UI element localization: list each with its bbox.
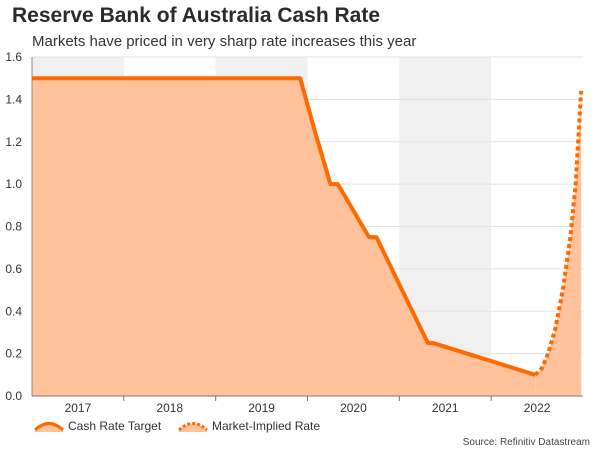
y-tick-label-0.6: 0.6 (5, 262, 22, 276)
x-tick-label-2021: 2021 (432, 401, 459, 415)
legend-label-cash-rate-target: Cash Rate Target (68, 419, 162, 433)
legend-swatch-dotted (178, 422, 208, 432)
x-tick-label-2022: 2022 (524, 401, 551, 415)
x-tick-label-2020: 2020 (340, 401, 367, 415)
legend-item-cash-rate-target: Cash Rate Target (34, 417, 161, 435)
area-fill-1 (535, 90, 582, 397)
y-tick-label-0.2: 0.2 (5, 347, 22, 361)
x-tick-label-2018: 2018 (156, 401, 183, 415)
legend-item-market-implied-rate: Market-Implied Rate (178, 417, 320, 435)
y-tick-label-0.4: 0.4 (5, 304, 22, 318)
x-tick-label-2017: 2017 (65, 401, 92, 415)
source-note: Source: Refinitiv Datastream (462, 437, 590, 448)
y-tick-label-0.8: 0.8 (5, 220, 22, 234)
legend-label-market-implied-rate: Market-Implied Rate (212, 419, 321, 433)
y-tick-label-1.6: 1.6 (5, 50, 22, 64)
area-fill-0 (32, 78, 536, 396)
series-line-1 (533, 90, 584, 377)
y-tick-label-1.0: 1.0 (5, 177, 22, 191)
chart-subtitle: Markets have priced in very sharp rate i… (32, 33, 417, 50)
y-tick-label-1.4: 1.4 (5, 92, 22, 106)
series-lines (32, 76, 584, 377)
chart-title: Reserve Bank of Australia Cash Rate (12, 4, 381, 27)
x-tick-label-2019: 2019 (248, 401, 275, 415)
area-fills (32, 78, 582, 397)
y-tick-label-0.0: 0.0 (5, 389, 22, 403)
series-line-0 (32, 76, 536, 377)
y-tick-label-1.2: 1.2 (5, 135, 22, 149)
axes: 0.0 0.2 0.4 0.6 0.8 1.0 1.2 1.4 1.6 2017 2018 2019 2… (5, 50, 583, 415)
legend-swatch-solid (34, 422, 64, 432)
